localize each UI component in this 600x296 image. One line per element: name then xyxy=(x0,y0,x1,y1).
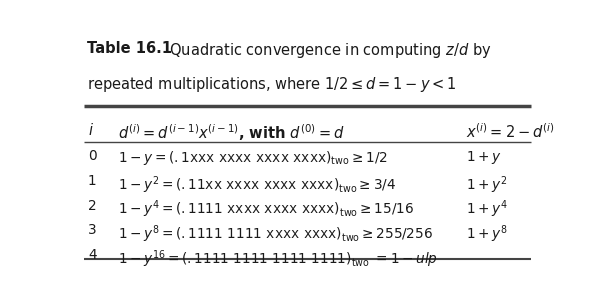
Text: Quadratic convergence in computing $z/d$ by: Quadratic convergence in computing $z/d$… xyxy=(160,41,492,60)
Text: $1 - y^8 = (.1111\ 1111\ \mathtt{xxxx\ xxxx})_{\mathrm{two}} \geq 255/256$: $1 - y^8 = (.1111\ 1111\ \mathtt{xxxx\ x… xyxy=(118,223,433,245)
Text: $i$: $i$ xyxy=(88,122,94,138)
Text: Table 16.1: Table 16.1 xyxy=(86,41,172,56)
Text: 3: 3 xyxy=(88,223,97,237)
Text: $1 - y = (.1\mathtt{xxx\ xxxx\ xxxx\ xxxx})_{\mathrm{two}} \geq 1/2$: $1 - y = (.1\mathtt{xxx\ xxxx\ xxxx\ xxx… xyxy=(118,149,387,168)
Text: 0: 0 xyxy=(88,149,97,163)
Text: $1 - y^2 = (.11\mathtt{xx\ xxxx\ xxxx\ xxxx})_{\mathrm{two}} \geq 3/4$: $1 - y^2 = (.11\mathtt{xx\ xxxx\ xxxx\ x… xyxy=(118,174,396,196)
Text: repeated multiplications, where $1/2 \leq d = 1 - y < 1$: repeated multiplications, where $1/2 \le… xyxy=(86,75,456,94)
Text: $1 + y^4$: $1 + y^4$ xyxy=(466,199,507,220)
Text: $1 - y^{16} = (.1111\ 1111\ 1111\ 1111)_{\mathrm{two}}\ = 1 - \mathit{ulp}$: $1 - y^{16} = (.1111\ 1111\ 1111\ 1111)_… xyxy=(118,248,437,270)
Text: 4: 4 xyxy=(88,248,97,262)
Text: $1 - y^4 = (.1111\ \mathtt{xxxx\ xxxx\ xxxx})_{\mathrm{two}} \geq 15/16$: $1 - y^4 = (.1111\ \mathtt{xxxx\ xxxx\ x… xyxy=(118,199,414,220)
Text: 2: 2 xyxy=(88,199,97,213)
Text: 1: 1 xyxy=(88,174,97,188)
Text: $d^{(i)} = d^{(i-1)} x^{(i-1)}$, with $d^{(0)} = d$: $d^{(i)} = d^{(i-1)} x^{(i-1)}$, with $d… xyxy=(118,122,344,143)
Text: $1 + y^2$: $1 + y^2$ xyxy=(466,174,507,196)
Text: $x^{(i)} = 2 - d^{(i)}$: $x^{(i)} = 2 - d^{(i)}$ xyxy=(466,122,554,141)
Text: $1 + y^8$: $1 + y^8$ xyxy=(466,223,507,245)
Text: $1 + y$: $1 + y$ xyxy=(466,149,501,166)
